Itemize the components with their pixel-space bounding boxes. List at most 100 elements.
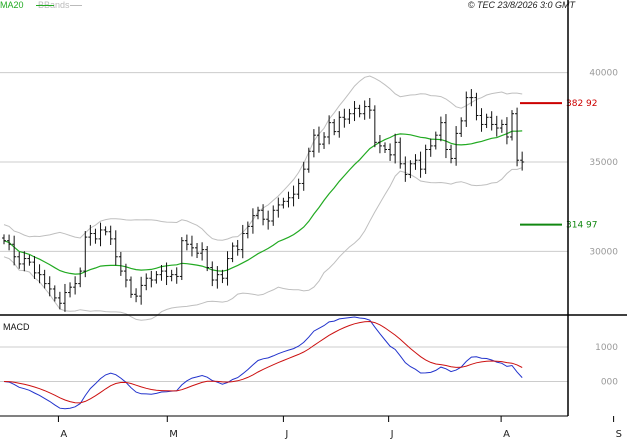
- price-bar: [169, 269, 174, 282]
- price-bar: [428, 138, 433, 157]
- price-bar: [32, 256, 37, 279]
- price-bar: [327, 115, 332, 145]
- price-bar: [159, 265, 164, 281]
- price-bar: [464, 91, 469, 127]
- macd-line: [3, 316, 523, 410]
- price-bar: [347, 108, 352, 124]
- macd-y-tick-label: 000: [601, 378, 618, 388]
- price-bar: [62, 283, 67, 312]
- price-bar: [499, 119, 504, 133]
- price-bar: [154, 271, 159, 284]
- price-bar: [276, 197, 281, 218]
- copyright-text: © TEC 23/8/2026 3:0 GMT: [467, 0, 575, 10]
- price-bar: [245, 221, 250, 239]
- chart-frame: [0, 0, 627, 417]
- price-bar: [291, 185, 296, 207]
- price-bar: [215, 266, 220, 289]
- price-bars: [2, 89, 525, 312]
- price-bar: [454, 126, 459, 166]
- price-bar: [449, 144, 454, 164]
- ma20-legend-swatch: [36, 5, 54, 6]
- price-bar: [27, 254, 32, 266]
- bollinger-bands: [3, 75, 523, 321]
- price-bar: [377, 134, 382, 154]
- price-bar: [342, 108, 347, 128]
- price-bar: [469, 89, 474, 107]
- price-bar: [37, 264, 42, 284]
- price-bar: [398, 137, 403, 169]
- price-bar: [433, 131, 438, 150]
- price-bar: [372, 105, 377, 148]
- price-bar: [510, 110, 514, 141]
- price-bar: [438, 116, 443, 142]
- price-bar: [73, 276, 78, 295]
- price-bar: [357, 104, 362, 118]
- price-bar: [205, 246, 210, 272]
- price-bar: [459, 117, 464, 137]
- price-bar: [408, 160, 413, 179]
- ma20-path: [3, 130, 523, 275]
- price-bar: [179, 237, 184, 281]
- price-bar: [42, 269, 47, 289]
- level-label: 314 97: [566, 221, 598, 231]
- price-bar: [484, 113, 489, 129]
- price-bar: [271, 205, 276, 226]
- price-levels: 382 92 314 97: [520, 99, 598, 231]
- bbands-legend-swatch: [70, 5, 82, 6]
- price-bar: [189, 235, 194, 257]
- price-bar: [489, 111, 494, 131]
- price-bar: [108, 225, 113, 245]
- y-axis-ticks: 40000 35000 30000 1000 000: [589, 69, 618, 388]
- price-bar: [474, 92, 479, 121]
- price-bar: [311, 129, 316, 158]
- price-bar: [195, 243, 200, 259]
- y-tick-label: 30000: [589, 247, 618, 257]
- price-bar: [494, 115, 499, 137]
- price-bar: [139, 276, 144, 305]
- price-bar: [184, 234, 189, 251]
- price-bar: [98, 222, 103, 247]
- price-bar: [235, 239, 240, 256]
- price-bar: [504, 117, 509, 145]
- price-bar: [134, 288, 139, 303]
- price-bar: [286, 191, 291, 208]
- ma20-line: [3, 130, 523, 275]
- price-bar: [240, 224, 245, 259]
- price-bar: [210, 261, 215, 287]
- price-bar: [113, 230, 118, 266]
- price-bar: [52, 285, 57, 302]
- y-tick-label: 35000: [589, 158, 618, 168]
- x-tick-label: A: [60, 429, 67, 440]
- price-bar: [123, 263, 128, 288]
- ma20-legend: MA20: [0, 0, 24, 10]
- x-tick-label: M: [169, 429, 178, 440]
- price-bar: [47, 276, 52, 297]
- price-bar: [250, 208, 255, 234]
- grid-lines: [0, 72, 568, 383]
- price-bar: [78, 267, 83, 288]
- price-bar: [337, 111, 342, 138]
- price-bar: [261, 204, 266, 226]
- price-bar: [520, 151, 525, 171]
- price-bar: [220, 269, 225, 284]
- macd-panel: [3, 316, 523, 410]
- price-bar: [2, 234, 6, 245]
- price-bar: [281, 197, 286, 209]
- bband-lower: [3, 167, 523, 321]
- price-bar: [88, 224, 93, 246]
- price-bar: [22, 251, 27, 272]
- macd-y-tick-label: 1000: [595, 343, 618, 353]
- price-bar: [266, 210, 271, 230]
- price-bar: [393, 133, 398, 164]
- price-bar: [149, 270, 154, 288]
- y-tick-label: 40000: [589, 69, 618, 79]
- price-bar: [57, 291, 62, 310]
- price-bar: [443, 114, 448, 159]
- price-bar: [479, 108, 484, 132]
- x-tick-label: J: [284, 429, 288, 440]
- price-bar: [118, 251, 123, 276]
- price-bar: [388, 143, 393, 161]
- price-bar: [367, 97, 372, 119]
